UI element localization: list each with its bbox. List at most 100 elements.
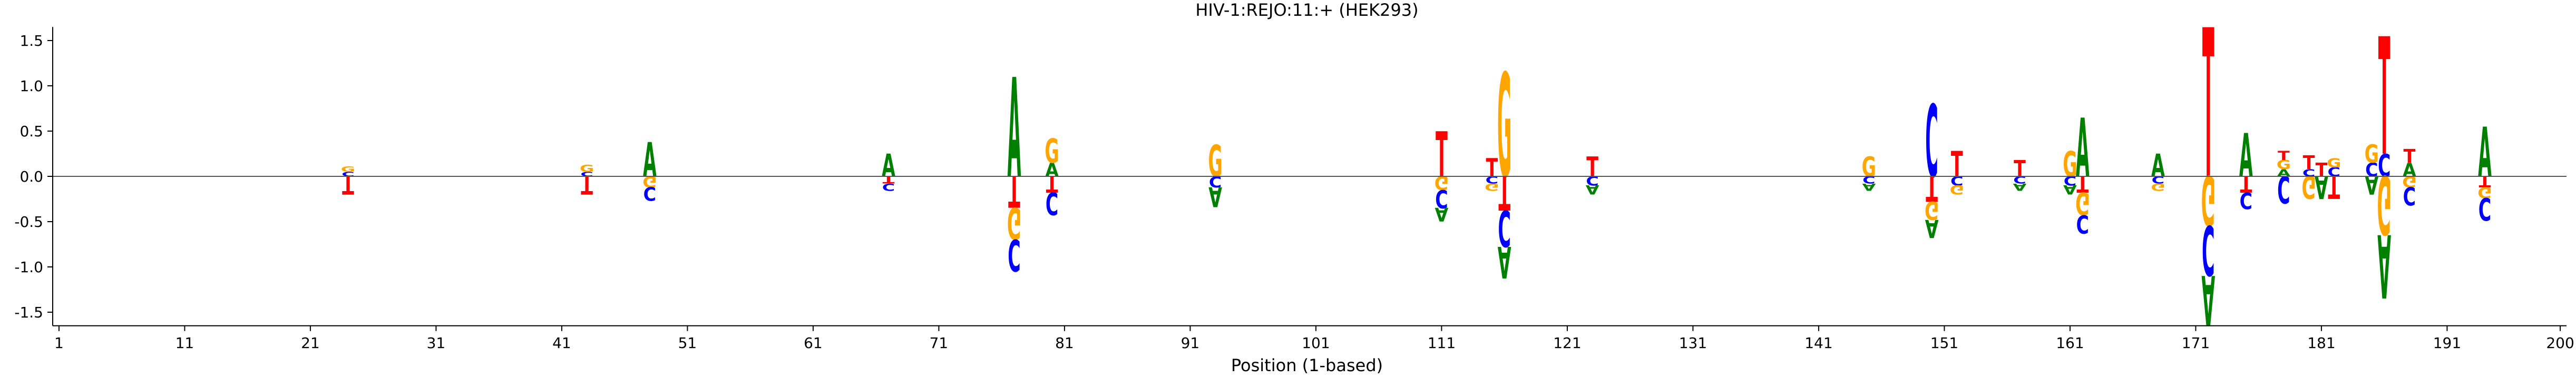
- logo-letter-G: G: [1862, 152, 1876, 183]
- logo-letter-C: C: [2403, 181, 2416, 210]
- x-tick-label: 61: [804, 334, 823, 352]
- logo-letter-G: G: [341, 165, 355, 174]
- logo-letter-T: T: [1486, 153, 1498, 182]
- logo-letter-C: C: [1950, 173, 1963, 188]
- logo-letter-G: G: [1925, 196, 1939, 225]
- x-tick-label: 200: [2546, 334, 2574, 352]
- logo-letter-T: T: [581, 170, 593, 199]
- logo-letter-T: T: [1586, 152, 1598, 183]
- logo-letter-A: A: [2201, 260, 2215, 339]
- logo-letter-T: T: [1498, 165, 1510, 221]
- logo-letter-A: A: [2403, 160, 2416, 181]
- x-axis-label: Position (1-based): [1231, 355, 1383, 375]
- x-tick-label: 191: [2433, 334, 2461, 352]
- logo-letter-C: C: [1498, 199, 1510, 257]
- y-axis: -1.5 -1.0 -0.5 0.0 0.5 1.0 1.5: [14, 27, 53, 326]
- y-tick-label: 0.5: [19, 123, 43, 140]
- y-tick-label: -1.5: [14, 304, 43, 321]
- logo-letter-A: A: [2365, 170, 2378, 199]
- logo-letter-G: G: [2075, 185, 2090, 221]
- logo-letter-T: T: [2404, 146, 2416, 167]
- y-tick-label: 1.0: [19, 77, 43, 95]
- logo-letter-C: C: [2378, 148, 2390, 184]
- logo-letter-T: T: [342, 170, 354, 199]
- logo-letter-T: T: [1046, 171, 1058, 197]
- logo-letter-A: A: [1862, 181, 1876, 193]
- logo-letter-A: A: [2063, 182, 2077, 197]
- logo-letter-C: C: [2365, 160, 2378, 181]
- logo-letter-A: A: [1925, 214, 1939, 243]
- logo-letter-T: T: [2378, 5, 2390, 192]
- logo-letter-C: C: [2240, 187, 2252, 213]
- logo-letter-G: G: [2402, 173, 2416, 190]
- logo-letter-T: T: [1926, 168, 1938, 208]
- logo-letter-A: A: [2239, 122, 2253, 191]
- y-tick-label: -1.0: [14, 258, 43, 276]
- logo-letter-A: A: [1208, 181, 1222, 212]
- logo-letter-A: A: [1586, 182, 1600, 197]
- logo-letter-A: A: [1498, 236, 1511, 287]
- x-tick-label: 11: [175, 334, 194, 352]
- logo-letter-G: G: [2365, 140, 2379, 168]
- y-tick-label: -0.5: [14, 213, 43, 231]
- x-tick-label: 101: [1302, 334, 1330, 352]
- logo-letter-C: C: [2076, 209, 2089, 238]
- logo-letter-C: C: [882, 181, 895, 193]
- logo-letter-A: A: [1435, 203, 1449, 225]
- chart-title: HIV-1:REJO:11:+ (HEK293): [1195, 0, 1418, 20]
- logo-letter-C: C: [1435, 184, 1448, 213]
- logo-letter-G: G: [1497, 44, 1511, 211]
- logo-letter-T: T: [2303, 152, 2315, 174]
- logo-letter-G: G: [2151, 181, 2165, 193]
- logo-letter-A: A: [643, 132, 657, 187]
- logo-letter-G: G: [2477, 183, 2492, 201]
- logo-letter-A: A: [2151, 148, 2165, 184]
- logo-letter-G: G: [2277, 157, 2291, 172]
- logo-letter-G: G: [1485, 181, 1499, 193]
- logo-letter-C: C: [2277, 167, 2290, 210]
- logo-letter-A: A: [1045, 160, 1059, 181]
- x-tick-label: 161: [2056, 334, 2084, 352]
- logo-letter-T: T: [2202, 0, 2214, 225]
- logo-letter-A: A: [2076, 102, 2090, 196]
- logo-letter-A: A: [2315, 168, 2328, 204]
- logo-letter-A: A: [2013, 181, 2027, 193]
- logo-letter-G: G: [1007, 198, 1021, 248]
- x-tick-label: 51: [678, 334, 697, 352]
- y-tick-label: 0.0: [19, 168, 43, 185]
- logo-letter-T: T: [1436, 120, 1448, 191]
- x-tick-label: 131: [1679, 334, 1707, 352]
- logo-letter-C: C: [2064, 173, 2076, 188]
- logo-letter-A: A: [2478, 114, 2492, 193]
- logo-letter-A: A: [1008, 49, 1021, 209]
- logo-letter-T: T: [2014, 156, 2026, 182]
- logo-letter-C: C: [2202, 210, 2214, 289]
- logo-letter-T: T: [2316, 160, 2328, 181]
- logo-letter-T: T: [1008, 166, 1020, 216]
- logo-letter-T: T: [2076, 171, 2089, 197]
- x-axis: 1 11 21 31 41 51 61 71 81 91 101 111 121 131 141 151 161…: [53, 325, 2574, 352]
- logo-letter-G: G: [2201, 160, 2216, 239]
- logo-letter-C: C: [1008, 230, 1020, 280]
- logo-letter-G: G: [2327, 156, 2341, 171]
- logo-letter-A: A: [882, 148, 895, 184]
- logo-letter-C: C: [1925, 84, 1938, 200]
- logo-letter-C: C: [1046, 185, 1058, 221]
- y-tick-label: 1.5: [19, 32, 43, 49]
- logo-letter-C: C: [1209, 173, 1222, 190]
- logo-letter-G: G: [1435, 172, 1449, 193]
- logo-letter-C: C: [2328, 165, 2340, 180]
- x-tick-label: 181: [2307, 334, 2335, 352]
- logo-letter-A: A: [2377, 214, 2391, 315]
- logo-letter-C: C: [2479, 191, 2491, 226]
- logo-letter-T: T: [2240, 171, 2252, 197]
- x-tick-label: 1: [54, 334, 64, 352]
- x-tick-label: 21: [301, 334, 320, 352]
- logo-letter-G: G: [642, 173, 657, 190]
- x-tick-label: 31: [427, 334, 446, 352]
- logo-letter-G: G: [2063, 144, 2077, 185]
- logo-letter-G: G: [2377, 157, 2392, 251]
- logo-letter-T: T: [1951, 144, 1963, 185]
